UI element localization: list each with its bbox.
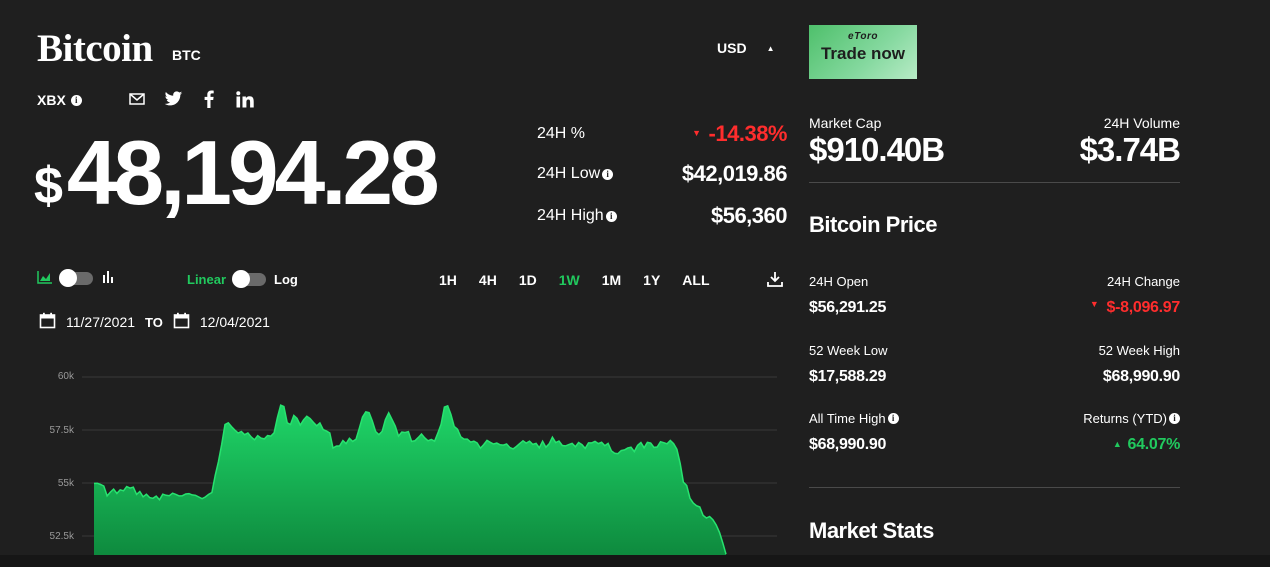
current-price: $48,194.28 — [34, 123, 440, 224]
range-1d[interactable]: 1D — [518, 272, 537, 288]
change-value: ▼ $-8,096.97 — [1090, 299, 1180, 317]
open-value: $56,291.25 — [809, 299, 887, 316]
ticker-label: BTC — [172, 47, 201, 63]
toggle-knob — [232, 270, 251, 288]
wk52-high-value: $68,990.90 — [1102, 368, 1180, 385]
kv-row-open-change: 24H Open $56,291.25 24H Change ▼ $-8,096.… — [809, 274, 1180, 317]
linear-label[interactable]: Linear — [187, 272, 227, 287]
page-title: Bitcoin — [37, 27, 153, 70]
wk52-low-value: $17,588.29 — [809, 368, 887, 385]
volume-value: $3.74B — [1079, 131, 1181, 168]
market-cap: Market Cap $910.40B — [809, 115, 945, 169]
date-to-label: TO — [145, 314, 163, 330]
chevron-up-icon: ▲ — [766, 44, 775, 53]
stat-24h-high-label: 24H High — [537, 207, 604, 224]
divider — [809, 182, 1180, 183]
currency-select[interactable]: USD ▲ — [717, 40, 774, 56]
calendar-icon[interactable] — [173, 312, 190, 332]
trade-now-label: Trade now — [820, 44, 906, 63]
stat-24h-pct-label: 24H % — [537, 125, 586, 142]
stat-24h-low-label: 24H Low — [537, 165, 601, 182]
volume-label: 24H Volume — [1103, 115, 1180, 131]
range-all[interactable]: ALL — [682, 272, 710, 288]
wk52-low-label: 52 Week Low — [809, 343, 888, 358]
ytd-number: 64.07% — [1127, 436, 1181, 453]
info-icon[interactable]: i — [602, 168, 614, 180]
scale-toggle[interactable] — [232, 270, 267, 288]
triangle-down-icon: ▼ — [1089, 299, 1099, 309]
twitter-icon[interactable] — [162, 88, 184, 110]
wk52-high-label: 52 Week High — [1098, 343, 1180, 358]
info-icon[interactable]: i — [887, 413, 899, 424]
stat-24h-pct-number: -14.38% — [708, 121, 788, 146]
chart-type-toggle-group — [37, 269, 115, 287]
kv-row-ath-ytd: All Time High i $68,990.90 Returns (YTD) i… — [809, 411, 1180, 454]
bottom-bar — [0, 555, 1270, 567]
area-chart-icon[interactable] — [37, 270, 53, 287]
stat-24h-pct-value: ▼ -14.38% — [692, 121, 787, 147]
date-range: 11/27/2021 TO 12/04/2021 — [39, 312, 270, 332]
date-to[interactable]: 12/04/2021 — [199, 314, 270, 330]
price-area-chart[interactable] — [0, 0, 780, 567]
price-chart: 60k 57.5k 55k 52.5k — [0, 0, 780, 567]
currency-label: USD — [717, 40, 747, 56]
symbol-row: XBX i — [37, 92, 82, 108]
price-area — [94, 405, 726, 555]
calendar-icon[interactable] — [39, 312, 56, 332]
triangle-down-icon: ▼ — [692, 128, 701, 138]
stat-24h-low-value: $42,019.86 — [681, 161, 788, 186]
y-tick-label: 52.5k — [49, 531, 74, 542]
chart-type-toggle[interactable] — [59, 269, 93, 287]
price-line — [93, 404, 727, 555]
mail-icon[interactable] — [126, 88, 148, 110]
stat-24h-high-value: $56,360 — [710, 203, 788, 228]
etoro-logo: eToro — [848, 31, 878, 42]
open-label: 24H Open — [809, 274, 869, 289]
bitcoin-price-heading: Bitcoin Price — [809, 212, 937, 237]
market-stats-heading: Market Stats — [809, 518, 934, 543]
price-value: 48,194.28 — [66, 123, 440, 224]
info-icon[interactable]: i — [605, 210, 617, 222]
market-cap-label: Market Cap — [809, 115, 882, 131]
ath-value: $68,990.90 — [809, 436, 887, 453]
divider — [809, 487, 1180, 488]
etoro-ad-button[interactable]: eToro Trade now — [809, 25, 917, 79]
triangle-up-icon: ▲ — [1112, 439, 1122, 449]
download-icon[interactable] — [766, 270, 784, 293]
range-1h[interactable]: 1H — [439, 272, 457, 288]
y-tick-label: 57.5k — [49, 425, 74, 436]
range-1y[interactable]: 1Y — [643, 272, 661, 288]
toggle-knob — [59, 269, 77, 287]
ytd-value: ▲ 64.07% — [1083, 436, 1180, 454]
y-tick-label: 60k — [57, 371, 74, 382]
date-from[interactable]: 11/27/2021 — [66, 314, 136, 330]
stat-24h-high: 24H High i $56,360 — [537, 203, 788, 229]
range-1w[interactable]: 1W — [558, 272, 580, 288]
ytd-label: Returns (YTD) — [1083, 411, 1167, 426]
info-icon[interactable]: i — [1169, 413, 1180, 424]
change-number: $-8,096.97 — [1106, 299, 1180, 316]
bar-chart-icon[interactable] — [101, 270, 115, 287]
social-share — [126, 88, 256, 110]
info-icon[interactable]: i — [70, 94, 82, 106]
price-currency-sign: $ — [34, 157, 63, 215]
ath-label: All Time High — [809, 411, 886, 426]
stat-24h-low: 24H Low i $42,019.86 — [537, 161, 788, 187]
stat-24h-pct: 24H % ▼ -14.38% — [537, 121, 788, 147]
change-label: 24H Change — [1107, 274, 1180, 289]
y-tick-label: 55k — [57, 478, 74, 489]
linkedin-icon[interactable] — [234, 88, 256, 110]
scale-toggle-group: Linear Log — [187, 270, 298, 288]
kv-row-52week: 52 Week Low $17,588.29 52 Week High $68,… — [809, 343, 1180, 386]
symbol-label: XBX — [37, 92, 66, 108]
volume-24h: 24H Volume $3.74B — [1000, 115, 1181, 169]
log-label[interactable]: Log — [274, 272, 298, 287]
time-range-tabs: 1H 4H 1D 1W 1M 1Y ALL — [439, 272, 732, 288]
facebook-icon[interactable] — [198, 88, 220, 110]
market-cap-value: $910.40B — [809, 131, 945, 168]
range-4h[interactable]: 4H — [478, 272, 497, 288]
range-1m[interactable]: 1M — [601, 272, 622, 288]
